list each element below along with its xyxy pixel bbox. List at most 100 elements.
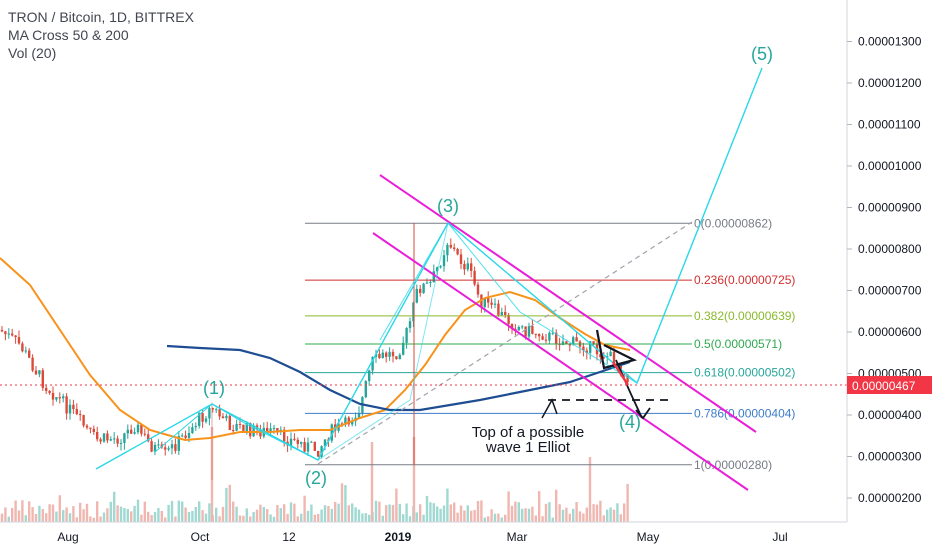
- volume-bar: [58, 495, 61, 522]
- volume-bar: [24, 515, 27, 522]
- volume-indicator[interactable]: Vol (20): [8, 45, 57, 61]
- volume-bar: [568, 513, 571, 522]
- volume-bar: [317, 513, 320, 522]
- volume-bar: [323, 505, 327, 522]
- volume-bar: [109, 501, 112, 522]
- candle-body: [89, 427, 92, 429]
- candle-body: [48, 390, 51, 394]
- volume-bar: [272, 516, 276, 522]
- volume-bar: [609, 507, 612, 522]
- volume-bar: [466, 505, 469, 522]
- candle-body: [405, 327, 408, 343]
- chart-legend: TRON / Bitcoin, 1D, BITTREX MA Cross 50 …: [8, 8, 194, 62]
- volume-bar: [181, 501, 184, 522]
- volume-bar: [381, 515, 384, 522]
- volume-bar: [310, 504, 313, 522]
- wave-5-label: (5): [751, 44, 773, 64]
- candle-body: [592, 341, 595, 345]
- volume-bar: [524, 508, 527, 522]
- volume-bar: [446, 488, 449, 522]
- candle-body: [204, 418, 208, 422]
- volume-bar: [41, 509, 44, 522]
- fib-level-label: 0.786(0.00000404): [694, 406, 795, 420]
- volume-bar: [82, 509, 85, 522]
- symbol-title[interactable]: TRON / Bitcoin, 1D, BITTREX: [8, 9, 194, 25]
- time-tick-label: May: [637, 530, 660, 544]
- candle-body: [24, 350, 27, 352]
- volume-bar: [510, 505, 514, 522]
- candle-body: [232, 430, 235, 432]
- candle-body: [541, 336, 544, 340]
- candle-body: [21, 343, 24, 352]
- volume-bar: [0, 513, 4, 522]
- candle-body: [330, 424, 333, 441]
- candle-body: [191, 427, 194, 434]
- candle-body: [466, 263, 469, 270]
- volume-bar: [442, 505, 446, 522]
- candle-body: [28, 350, 31, 358]
- price-tick-label: 0.00000300: [858, 450, 922, 464]
- candle-body: [249, 422, 252, 437]
- candle-body: [487, 297, 490, 303]
- candle-body: [266, 427, 269, 432]
- volume-bar: [582, 513, 585, 522]
- svg-text:0.00000467: 0.00000467: [852, 379, 916, 393]
- volume-bar: [62, 510, 65, 522]
- wave-4-label: (4): [619, 412, 641, 432]
- fib-level-label: 0.5(0.00000571): [694, 337, 782, 351]
- candle-body: [310, 441, 313, 443]
- volume-bar: [378, 501, 381, 522]
- volume-bar: [133, 505, 136, 522]
- candle-body: [456, 248, 459, 255]
- volume-bar: [415, 512, 418, 522]
- volume-bar: [483, 517, 486, 522]
- candle-body: [493, 303, 497, 305]
- volume-bar: [453, 502, 456, 522]
- price-tick-label: 0.00000400: [858, 408, 922, 422]
- candle-body: [510, 324, 514, 329]
- candle-body: [371, 356, 374, 371]
- candle-body: [470, 263, 473, 271]
- candle-body: [126, 429, 129, 434]
- price-tick-label: 0.00000200: [858, 491, 922, 505]
- time-tick-label: Aug: [57, 530, 78, 544]
- volume-bar: [262, 506, 265, 522]
- volume-bar: [296, 516, 299, 522]
- volume-bar: [320, 509, 323, 522]
- candle-body: [439, 266, 442, 268]
- candle-body: [140, 424, 143, 434]
- volume-bar: [136, 499, 140, 522]
- candle-body: [538, 334, 541, 337]
- volume-bar: [242, 515, 245, 522]
- volume-bar: [119, 506, 123, 522]
- candle-body: [572, 337, 575, 345]
- volume-bar: [238, 515, 242, 522]
- volume-bars: [0, 427, 629, 522]
- volume-bar: [412, 437, 416, 522]
- ma-cross-indicator[interactable]: MA Cross 50 & 200: [8, 27, 129, 43]
- candle-body: [497, 303, 500, 316]
- candle-body: [300, 442, 303, 444]
- price-tick-label: 0.00000800: [858, 242, 922, 256]
- candle-body: [436, 267, 439, 272]
- candle-body: [412, 302, 415, 322]
- volume-bar: [34, 513, 38, 522]
- candle-body: [198, 413, 201, 427]
- volume-bar: [187, 511, 191, 522]
- current-price-tag: 0.00000467: [847, 376, 932, 394]
- volume-bar: [123, 508, 126, 522]
- candle-body: [388, 351, 391, 357]
- price-tick-label: 0.00001300: [858, 35, 922, 49]
- volume-bar: [89, 516, 92, 522]
- volume-bar: [255, 509, 259, 522]
- candle-body: [398, 354, 401, 360]
- candle-body: [99, 439, 102, 442]
- volume-bar: [194, 507, 197, 522]
- candle-body: [391, 351, 395, 357]
- candle-body: [296, 439, 299, 444]
- volume-bar: [354, 507, 357, 522]
- candle-body: [313, 441, 316, 451]
- volume-bar: [170, 500, 174, 522]
- volume-bar: [269, 514, 272, 522]
